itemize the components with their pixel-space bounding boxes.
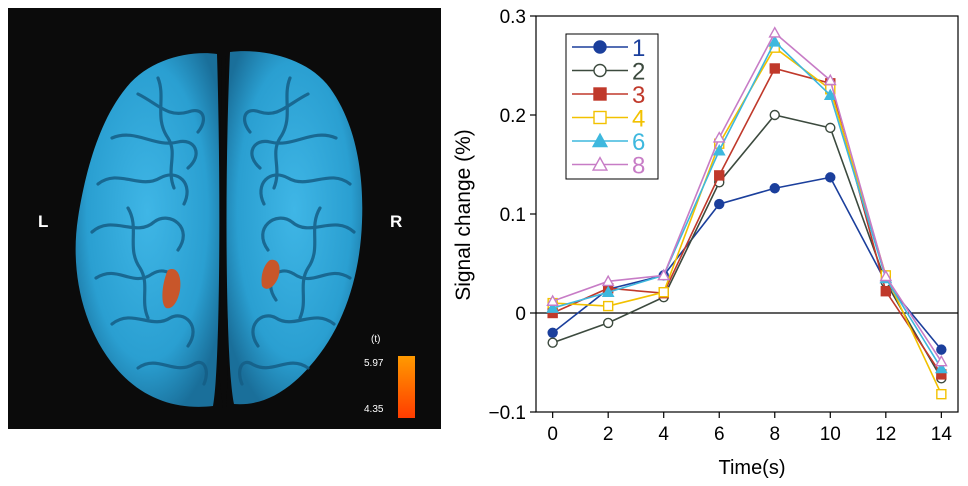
x-tick-label: 12 [875,424,896,445]
data-point [602,317,614,329]
data-point [934,361,948,374]
data-point [602,300,614,312]
right-hemisphere [226,51,363,405]
data-point [712,144,726,156]
colorbar-min-label: 4.35 [364,404,384,415]
series-line [552,31,943,362]
data-point [823,88,837,101]
x-tick-label: 0 [547,424,558,445]
legend-entry-3: 3 [572,82,645,109]
data-point [658,287,669,298]
series-8 [546,26,948,367]
legend-entry-4: 4 [572,106,645,133]
y-tick-label: 0.1 [500,205,526,226]
legend-box [565,33,659,180]
data-point [769,63,780,74]
data-point [712,131,726,143]
data-point [546,301,560,313]
activation-right [261,259,280,289]
data-point [823,73,837,86]
legend-entry-8: 8 [572,153,645,180]
x-tick-label: 10 [820,424,841,445]
data-point [714,170,725,181]
x-tick-label: 14 [931,424,953,445]
data-point [591,156,609,171]
x-tick-label: 4 [658,424,669,445]
data-point [657,268,671,281]
data-point [936,388,947,400]
data-point [593,40,607,54]
colorbar-max-label: 5.97 [364,358,384,369]
colorbar-unit-label: (t) [371,334,381,345]
data-point [601,274,615,287]
x-tick-label: 8 [769,424,780,445]
data-point [768,26,782,38]
y-axis-label: Signal change (%) [452,129,475,301]
colorbar [398,356,415,418]
data-point [593,87,607,101]
activation-left [162,268,181,309]
legend-entry-6: 6 [572,129,645,156]
data-point [547,327,558,338]
legend-label: 3 [632,82,645,109]
data-point [601,285,615,298]
y-tick-label: −0.1 [488,403,526,424]
data-point [591,132,609,148]
legend-entry-2: 2 [572,59,645,86]
longitudinal-fissure [217,56,229,408]
x-tick-label: 6 [714,424,725,445]
data-point [825,172,836,183]
data-point [714,198,725,210]
series-line [552,176,942,351]
data-point [769,109,780,121]
series-line [552,40,943,369]
data-point [593,63,607,78]
legend-label: 4 [632,106,645,133]
data-point [593,110,607,125]
data-point [936,344,947,355]
legend-label: 8 [632,153,645,180]
right-side-label: R [390,212,403,231]
y-tick-label: 0 [515,304,526,325]
data-point [880,286,892,297]
legend-label: 2 [632,59,645,86]
y-tick-label: 0.2 [500,106,526,127]
data-point [768,35,782,47]
data-point [547,337,558,348]
brain-panel: L R (t) 5.97 4.35 [8,8,441,429]
x-tick-label: 2 [603,424,614,445]
left-side-label: L [38,212,49,231]
data-point [934,354,948,367]
data-point [879,269,893,282]
legend-entry-1: 1 [572,35,645,62]
y-tick-label: 0.3 [500,7,526,28]
legend-label: 1 [632,35,645,62]
legend-label: 6 [632,129,645,156]
data-point [546,294,560,306]
data-point [825,122,836,134]
brain-image [75,51,363,408]
x-axis-label: Time(s) [718,457,785,479]
data-point [769,183,780,194]
